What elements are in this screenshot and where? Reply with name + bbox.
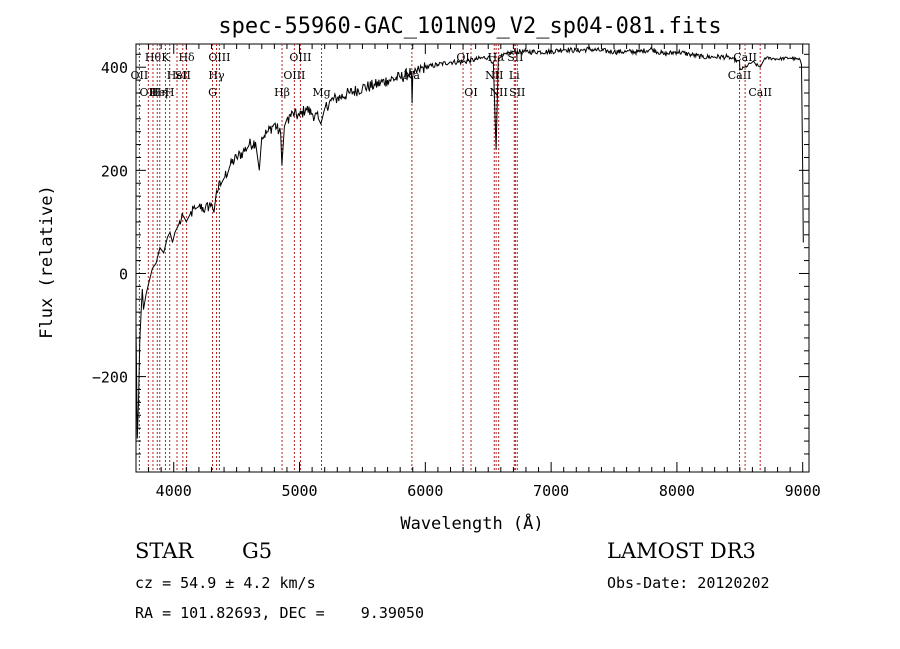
x-tick-label: 9000 bbox=[785, 482, 821, 500]
line-marker-label: Hβ bbox=[274, 86, 290, 99]
line-marker-label: Hγ bbox=[208, 69, 225, 82]
line-marker-label: Hδ bbox=[178, 51, 195, 64]
line-marker-label: Hα bbox=[488, 51, 506, 64]
line-marker-label: OIII bbox=[208, 51, 230, 64]
chart-title: spec-55960-GAC_101N09_V2_sp04-081.fits bbox=[218, 14, 721, 39]
line-marker-label: OI bbox=[456, 51, 469, 64]
line-marker-label: K bbox=[161, 51, 170, 64]
x-tick-label: 4000 bbox=[156, 482, 192, 500]
y-tick-label: −200 bbox=[92, 369, 128, 387]
x-tick-label: 8000 bbox=[659, 482, 695, 500]
line-marker-label: Hθ bbox=[145, 51, 162, 64]
line-marker-label: SII bbox=[509, 86, 525, 99]
x-axis-label: Wavelength (Å) bbox=[400, 512, 543, 534]
line-marker-label: G bbox=[208, 86, 217, 99]
line-marker-label: He bbox=[149, 86, 165, 99]
redshift-velocity: cz = 54.9 ± 4.2 km/s bbox=[135, 574, 316, 592]
object-class: STAR bbox=[135, 539, 194, 563]
y-tick-label: 200 bbox=[101, 162, 128, 180]
coordinates: RA = 101.82693, DEC = 9.39050 bbox=[135, 604, 424, 622]
y-tick-label: 400 bbox=[101, 59, 128, 77]
axis-ticks: 4000 5000 6000 7000 8000 9000 −200 0 200 400 bbox=[92, 44, 821, 500]
line-marker-label: OIII bbox=[289, 51, 311, 64]
x-tick-label: 5000 bbox=[281, 482, 317, 500]
y-axis-label: Flux (relative) bbox=[37, 185, 57, 339]
spectrum-line bbox=[135, 45, 804, 439]
line-marker-label: OI bbox=[464, 86, 477, 99]
line-markers: OIIOIIHθHeHηKHHeISIIHδGHγOIIIHβOIIIOIIIM… bbox=[131, 44, 772, 472]
line-marker-label: SII bbox=[507, 51, 523, 64]
plot-frame bbox=[135, 43, 810, 473]
observation-date: Obs-Date: 20120202 bbox=[607, 574, 770, 592]
line-marker-label: HeI bbox=[167, 69, 187, 82]
line-marker-label: SII bbox=[175, 69, 191, 82]
x-tick-label: 6000 bbox=[407, 482, 443, 500]
x-tick-label: 7000 bbox=[533, 482, 569, 500]
line-marker-label: Mg bbox=[312, 86, 330, 99]
object-subclass: G5 bbox=[242, 539, 273, 563]
line-marker-label: Hη bbox=[152, 86, 168, 99]
line-marker-label: CaII bbox=[728, 69, 752, 82]
line-marker-label: OIII bbox=[283, 69, 305, 82]
line-marker-label: H bbox=[165, 86, 175, 99]
survey-name: LAMOST DR3 bbox=[607, 539, 756, 563]
line-marker-label: CaII bbox=[748, 86, 772, 99]
line-marker-label: Li bbox=[509, 69, 520, 82]
line-marker-label: NII bbox=[490, 86, 508, 99]
y-tick-label: 0 bbox=[119, 265, 128, 283]
line-marker-label: OII bbox=[131, 69, 149, 82]
